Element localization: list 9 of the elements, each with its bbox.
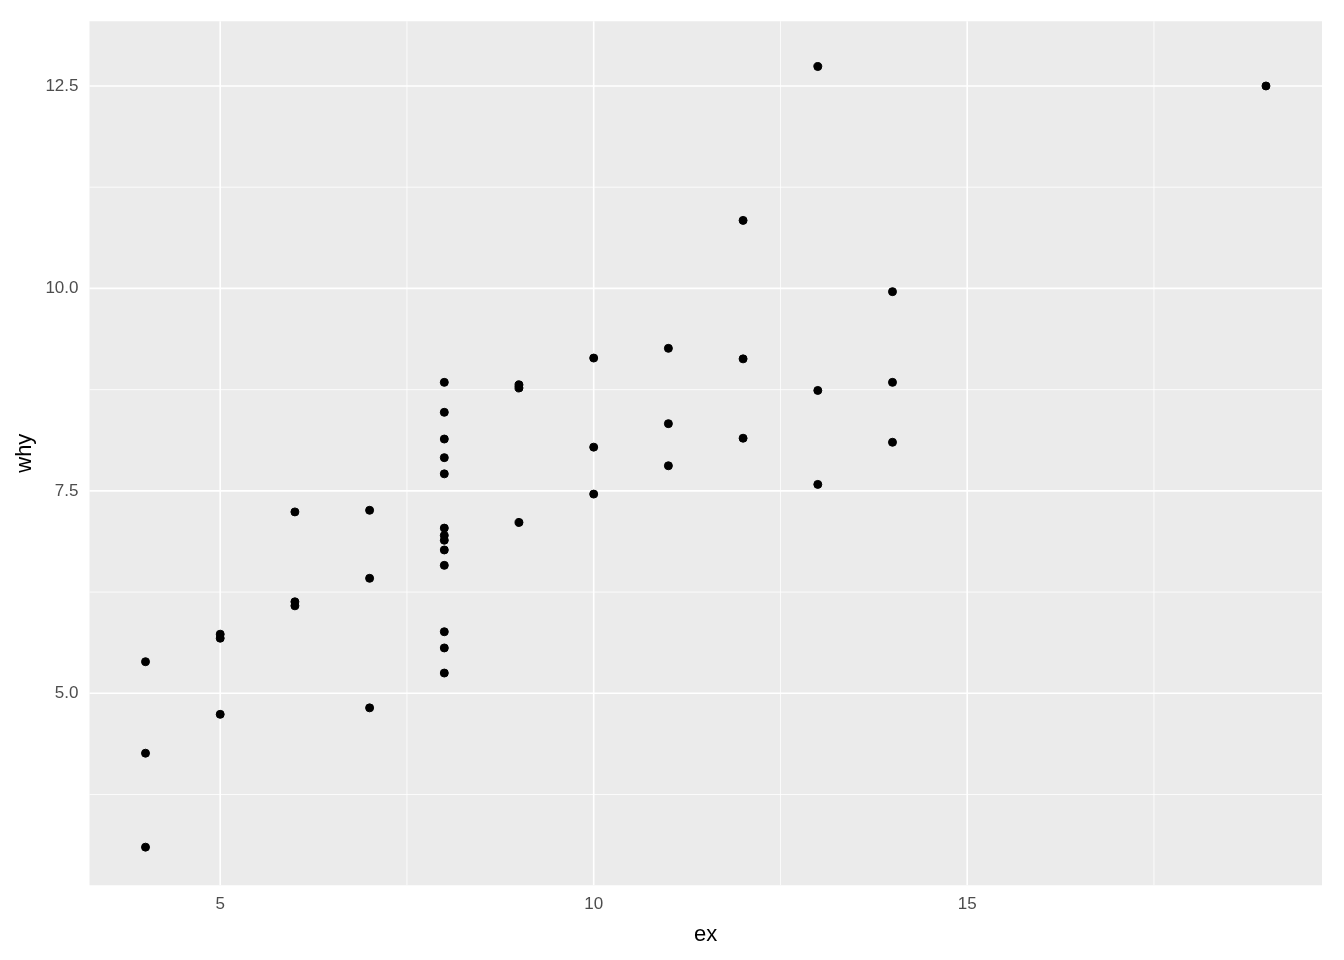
x-tick-label: 15 xyxy=(957,894,977,914)
x-tick-label: 10 xyxy=(584,894,604,914)
y-tick-label: 10.0 xyxy=(45,278,79,298)
y-tick-label: 5.0 xyxy=(54,682,79,702)
y-tick-label: 7.5 xyxy=(54,480,79,500)
y-axis-title: why xyxy=(11,433,37,474)
x-axis-title: ex xyxy=(694,920,718,946)
y-tick-label: 12.5 xyxy=(45,75,79,95)
x-tick-label: 5 xyxy=(215,894,225,914)
